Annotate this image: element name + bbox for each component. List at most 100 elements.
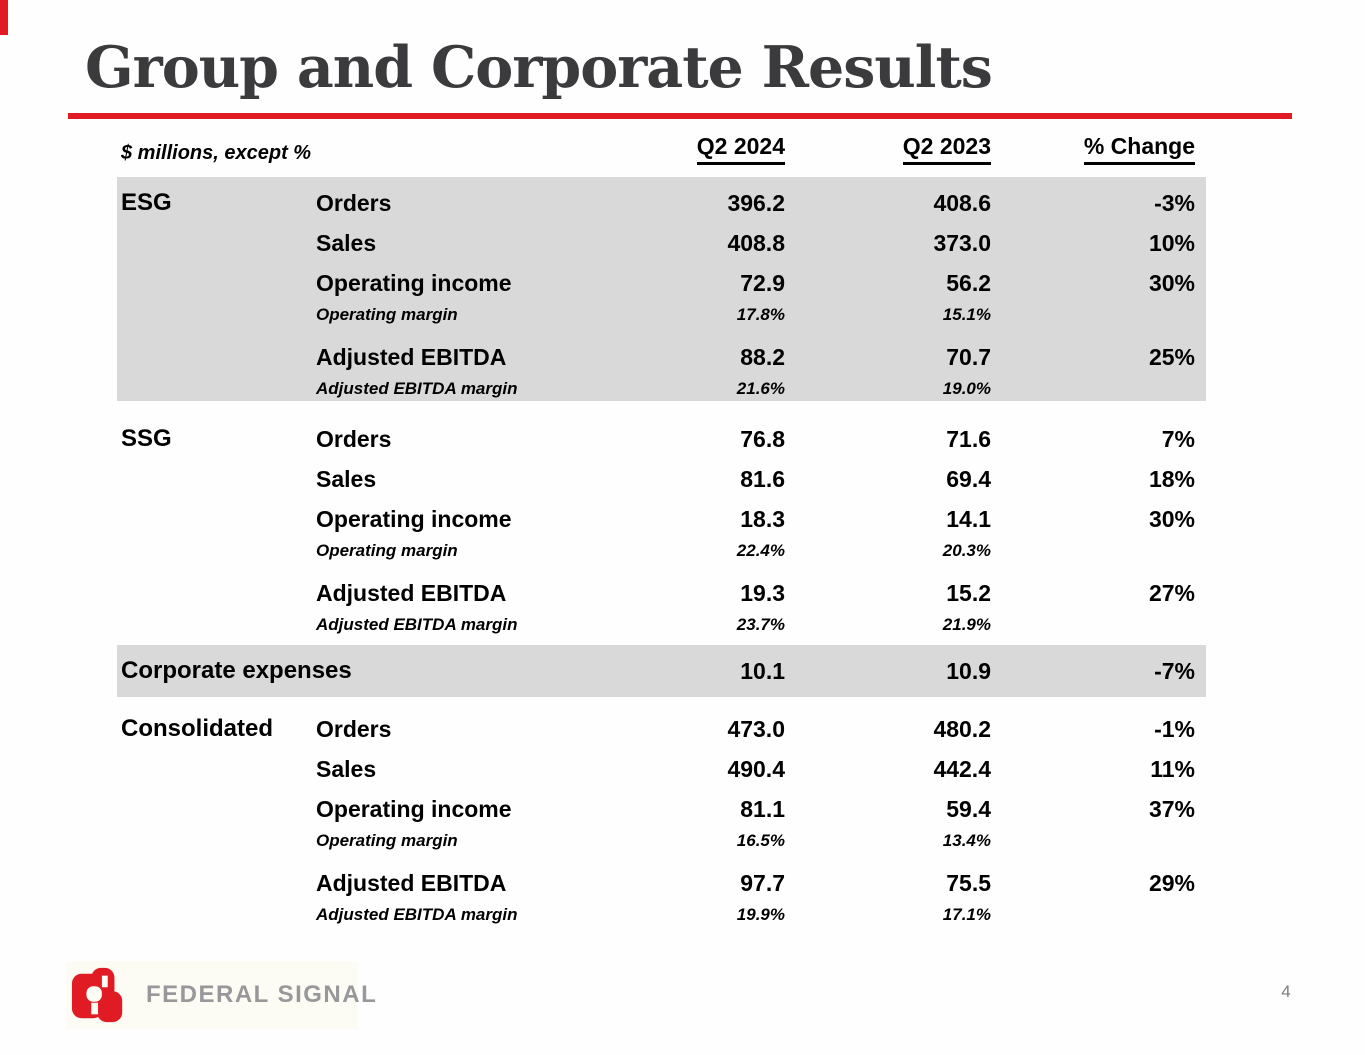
- logo-wordmark: FEDERAL SIGNAL: [146, 981, 378, 1008]
- table-subrow: Adjusted EBITDA margin 23.7% 21.9%: [117, 613, 1206, 637]
- value-q2-2023: 15.2: [946, 579, 991, 606]
- value-pct-change: 11%: [1150, 755, 1195, 782]
- metric-label: Adjusted EBITDA: [316, 579, 507, 606]
- table-row: Operating income 72.9 56.2 30%: [117, 263, 1206, 303]
- value-q2-2023: 480.2: [933, 715, 991, 742]
- metric-label: Sales: [316, 229, 377, 256]
- margin-label: Adjusted EBITDA margin: [316, 379, 518, 398]
- units-note: $ millions, except %: [121, 142, 312, 164]
- column-header-q2-2024: Q2 2024: [577, 133, 785, 165]
- section-corporate-expenses: Corporate expenses 10.1 10.9 -7%: [117, 645, 1206, 697]
- value-q2-2023: 10.9: [946, 657, 991, 684]
- value-q2-2023: 14.1: [946, 505, 991, 532]
- value-pct-change: 30%: [1148, 269, 1195, 296]
- results-table: $ millions, except % Q2 2024 Q2 2023 % C…: [117, 133, 1206, 927]
- value-q2-2024: 473.0: [727, 715, 785, 742]
- value-q2-2024: 97.7: [740, 869, 785, 896]
- metric-label: Adjusted EBITDA: [316, 343, 507, 370]
- column-header-q2-2023: Q2 2023: [785, 133, 991, 165]
- table-header: $ millions, except % Q2 2024 Q2 2023 % C…: [117, 133, 1206, 165]
- value-q2-2024: 408.8: [727, 229, 785, 256]
- segment-label: SSG: [121, 425, 172, 452]
- value-pct-change: 25%: [1148, 343, 1195, 370]
- segment-label: Corporate expenses: [121, 657, 352, 684]
- value-q2-2023: 75.5: [946, 869, 991, 896]
- value-pct-change: 27%: [1148, 579, 1195, 606]
- metric-label: Operating income: [316, 795, 512, 822]
- margin-q2-2023: 15.1%: [942, 305, 991, 324]
- table-row: SSG Orders 76.8 71.6 7%: [117, 419, 1206, 459]
- margin-q2-2023: 20.3%: [942, 541, 991, 560]
- value-q2-2023: 70.7: [946, 343, 991, 370]
- value-q2-2024: 18.3: [740, 505, 785, 532]
- table-row: Corporate expenses 10.1 10.9 -7%: [117, 645, 1206, 697]
- value-q2-2024: 76.8: [740, 425, 785, 452]
- value-pct-change: 29%: [1148, 869, 1195, 896]
- metric-label: Orders: [316, 715, 392, 742]
- value-q2-2023: 56.2: [946, 269, 991, 296]
- margin-label: Operating margin: [316, 305, 458, 324]
- table-row: Operating income 18.3 14.1 30%: [117, 499, 1206, 539]
- value-q2-2024: 19.3: [740, 579, 785, 606]
- margin-q2-2024: 22.4%: [736, 541, 785, 560]
- value-pct-change: -1%: [1154, 715, 1195, 742]
- table-subrow: Operating margin 16.5% 13.4%: [117, 829, 1206, 853]
- value-pct-change: -7%: [1154, 657, 1195, 684]
- margin-q2-2023: 13.4%: [942, 831, 991, 850]
- metric-label: Operating income: [316, 269, 512, 296]
- table-row: Sales 408.8 373.0 10%: [117, 223, 1206, 263]
- margin-label: Operating margin: [316, 831, 458, 850]
- table-subrow: Adjusted EBITDA margin 21.6% 19.0%: [117, 377, 1206, 401]
- margin-label: Adjusted EBITDA margin: [316, 615, 518, 634]
- table-row: Adjusted EBITDA 97.7 75.5 29%: [117, 863, 1206, 903]
- value-q2-2023: 442.4: [933, 755, 991, 782]
- value-q2-2023: 71.6: [946, 425, 991, 452]
- segment-label: Consolidated: [121, 715, 274, 742]
- value-q2-2023: 408.6: [933, 189, 991, 216]
- column-header-pct-change: % Change: [991, 133, 1195, 165]
- table-subrow: Adjusted EBITDA margin 19.9% 17.1%: [117, 903, 1206, 927]
- value-pct-change: 10%: [1148, 229, 1195, 256]
- table-row: Adjusted EBITDA 19.3 15.2 27%: [117, 573, 1206, 613]
- table-subrow: Operating margin 17.8% 15.1%: [117, 303, 1206, 327]
- value-q2-2024: 88.2: [740, 343, 785, 370]
- value-pct-change: 30%: [1148, 505, 1195, 532]
- margin-label: Operating margin: [316, 541, 458, 560]
- margin-label: Adjusted EBITDA margin: [316, 905, 518, 924]
- value-q2-2023: 69.4: [946, 465, 991, 492]
- federal-signal-logo-icon: [71, 967, 123, 1023]
- metric-label: Orders: [316, 425, 392, 452]
- table-row: Adjusted EBITDA 88.2 70.7 25%: [117, 337, 1206, 377]
- table-row: Consolidated Orders 473.0 480.2 -1%: [117, 709, 1206, 749]
- value-pct-change: 37%: [1148, 795, 1195, 822]
- metric-label: Sales: [316, 465, 377, 492]
- table-row: Sales 81.6 69.4 18%: [117, 459, 1206, 499]
- value-q2-2024: 490.4: [727, 755, 785, 782]
- section-consolidated: Consolidated Orders 473.0 480.2 -1% Sale…: [117, 697, 1206, 927]
- federal-signal-logo: FEDERAL SIGNAL: [66, 961, 376, 1029]
- page-title: Group and Corporate Results: [85, 34, 993, 101]
- margin-q2-2024: 16.5%: [736, 831, 785, 850]
- margin-q2-2024: 21.6%: [736, 379, 785, 398]
- page-number: 4: [1281, 982, 1291, 1001]
- value-q2-2023: 373.0: [933, 229, 991, 256]
- margin-q2-2023: 19.0%: [942, 379, 991, 398]
- margin-q2-2023: 21.9%: [942, 615, 991, 634]
- table-row: Operating income 81.1 59.4 37%: [117, 789, 1206, 829]
- segment-label: ESG: [121, 189, 172, 216]
- margin-q2-2024: 19.9%: [736, 905, 785, 924]
- value-pct-change: 7%: [1161, 425, 1195, 452]
- value-q2-2023: 59.4: [946, 795, 991, 822]
- corner-red-mark: [0, 0, 8, 35]
- section-esg: ESG Orders 396.2 408.6 -3% Sales 408.8 3…: [117, 177, 1206, 401]
- value-q2-2024: 10.1: [740, 657, 785, 684]
- metric-label: Adjusted EBITDA: [316, 869, 507, 896]
- value-pct-change: -3%: [1154, 189, 1195, 216]
- table-row: Sales 490.4 442.4 11%: [117, 749, 1206, 789]
- metric-label: Orders: [316, 189, 392, 216]
- margin-q2-2023: 17.1%: [942, 905, 991, 924]
- value-q2-2024: 81.6: [740, 465, 785, 492]
- margin-q2-2024: 23.7%: [736, 615, 785, 634]
- table-subrow: Operating margin 22.4% 20.3%: [117, 539, 1206, 563]
